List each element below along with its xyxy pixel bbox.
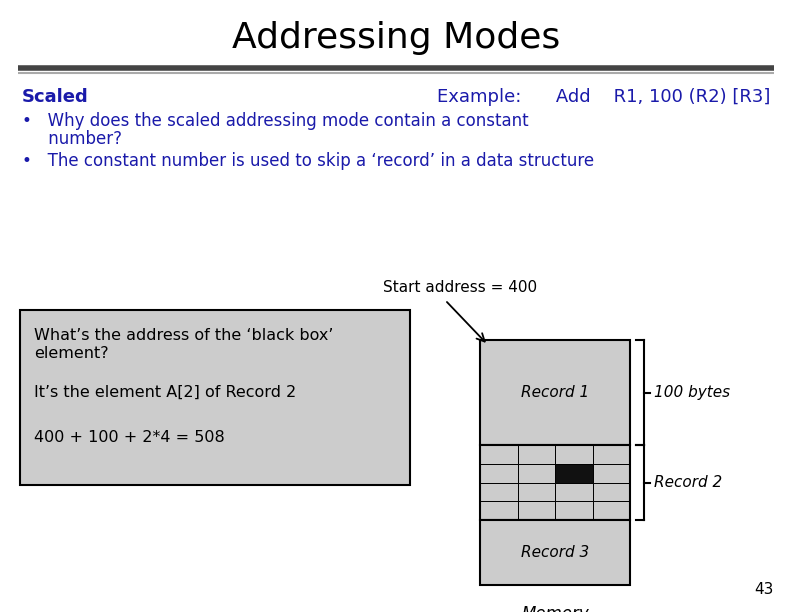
Bar [592,445,630,464]
Text: Start address = 400: Start address = 400 [383,280,537,295]
Text: 43: 43 [755,582,774,597]
Text: Record 1: Record 1 [521,385,589,400]
Bar [480,482,517,501]
Bar [480,501,517,520]
Text: •   The constant number is used to skip a ‘record’ in a data structure: • The constant number is used to skip a … [22,152,594,170]
Bar [517,482,555,501]
Bar [480,464,517,482]
Bar [592,482,630,501]
Bar [480,340,630,445]
Text: Record 3: Record 3 [521,545,589,560]
Text: number?: number? [22,130,122,148]
Bar [517,464,555,482]
Text: Record 2: Record 2 [654,475,722,490]
Text: 400 + 100 + 2*4 = 508: 400 + 100 + 2*4 = 508 [34,430,225,445]
Bar [480,445,630,520]
Text: It’s the element A[2] of Record 2: It’s the element A[2] of Record 2 [34,385,296,400]
Bar [517,501,555,520]
Text: Example:      Add    R1, 100 (R2) [R3]: Example: Add R1, 100 (R2) [R3] [436,88,770,106]
Bar [555,482,592,501]
Bar [592,464,630,482]
Bar [555,501,592,520]
Bar [555,445,592,464]
FancyArrowPatch shape [447,302,485,341]
Text: 100 bytes: 100 bytes [654,385,730,400]
Bar [592,501,630,520]
Text: Memory: Memory [521,605,589,612]
Bar [555,464,592,482]
Bar [20,310,410,485]
Bar [517,445,555,464]
Text: Scaled: Scaled [22,88,89,106]
Text: element?: element? [34,346,109,361]
Bar [480,520,630,585]
Text: •   Why does the scaled addressing mode contain a constant: • Why does the scaled addressing mode co… [22,112,528,130]
Text: What’s the address of the ‘black box’: What’s the address of the ‘black box’ [34,328,333,343]
Text: Addressing Modes: Addressing Modes [232,21,560,55]
Bar [480,445,517,464]
